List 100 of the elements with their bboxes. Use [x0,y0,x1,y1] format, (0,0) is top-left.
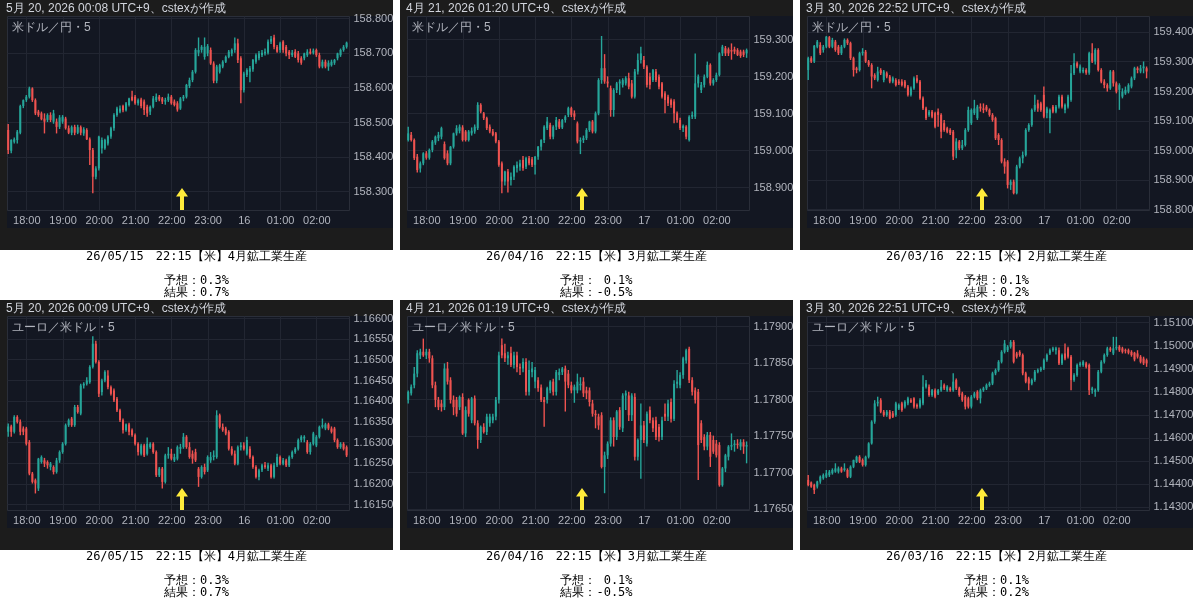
candlestick [727,46,730,57]
candlestick [449,145,452,166]
x-tick-label: 19:00 [849,513,877,526]
candlestick [49,111,52,123]
candlestick [843,462,846,473]
chart-subtitle: ユーロ／米ドル・5 [412,320,515,334]
candlestick [170,448,173,462]
candlestick [73,124,76,136]
candlestick [312,47,315,56]
candlestick [461,124,464,143]
candlestick [831,37,834,49]
y-tick-label: 159.200 [1153,84,1194,97]
chart-title: 3月 30, 2026 22:52 UTC+9、cstexが作成 [806,1,1026,15]
candlestick [321,58,324,70]
text: 26/03/16 22:15【米】2月鉱工業生産 [884,549,1109,563]
text: 26/05/15 22:15【米】4月鉱工業生産 [84,249,309,263]
candlestick [1145,357,1148,368]
candlestick [1112,336,1115,356]
candlestick [994,115,997,141]
y-tick-label: 1.17800 [753,392,794,405]
x-tick-label: 21:00 [121,513,150,526]
candlestick [191,449,194,465]
x-tick-label: 01:00 [1066,213,1095,226]
candlestick [864,49,867,64]
y-tick-label: 1.16600 [353,311,394,324]
candlestick [43,112,46,135]
x-tick-label: 20:00 [885,513,914,526]
candlestick [37,457,40,492]
candlestick [1139,354,1142,365]
x-tick-label: 19:00 [49,213,77,226]
candlestick [324,58,327,70]
candlestick [509,345,512,368]
candlestick [206,454,209,473]
candlestick [46,112,49,123]
y-tick-label: 1.17750 [753,429,794,442]
candlestick [28,85,31,100]
y-tick-label: 159.000 [753,143,794,156]
candlestick [688,114,691,143]
x-tick-label: 01:00 [666,513,695,526]
candlestick [1136,349,1139,360]
candlestick [967,396,970,410]
candlestick [339,47,342,58]
candlestick [639,402,642,480]
candlestick [425,150,428,161]
y-tick-label: 1.16250 [353,456,394,469]
candlestick [324,422,327,431]
x-tick-label: 20:00 [85,213,114,226]
candlestick [64,116,67,131]
candlestick [443,140,446,161]
candlestick [1136,65,1139,74]
candlestick [982,102,985,114]
candlestick [203,462,206,476]
x-tick-label: 17 [638,513,651,526]
x-tick-label: 02:00 [1103,513,1131,526]
x-tick-label: 01:00 [266,513,295,526]
candlestick [985,104,988,113]
candlestick [718,51,721,78]
text: 結果：0.2% [963,285,1030,299]
x-tick-label: 01:00 [666,213,695,226]
candlestick [922,374,925,406]
candlestick [970,394,973,410]
chart-title: 4月 21, 2026 01:19 UTC+9、cstexが作成 [406,301,626,315]
candlestick [591,119,594,135]
candlestick [828,35,831,49]
candlestick [1009,339,1012,350]
x-tick-label: 02:00 [703,213,731,226]
x-tick-label: 02:00 [1103,213,1131,226]
y-tick-label: 1.16550 [353,332,394,345]
candlestick [455,396,458,418]
candlestick [200,464,203,480]
y-tick-label: 159.000 [1153,143,1194,156]
y-tick-label: 158.800 [1153,202,1194,215]
chart-title: 5月 20, 2026 00:08 UTC+9、cstexが作成 [6,1,226,15]
candlestick [736,47,739,57]
candlestick [612,416,615,448]
candlestick [345,444,348,458]
y-tick-label: 1.17700 [753,465,794,478]
candlestick [336,437,339,450]
y-tick-label: 1.16400 [353,394,394,407]
candlestick [825,35,828,49]
y-tick-label: 1.14500 [1153,454,1194,467]
text: 26/04/16 22:15【米】3月鉱工業生産 [484,549,709,563]
candlestick [712,434,715,455]
candlestick [576,120,579,145]
candlestick [500,337,503,359]
candlestick [458,394,461,411]
candlestick [861,457,864,468]
candlestick [503,343,506,363]
candlestick [215,64,218,84]
candlestick [1127,82,1130,95]
candlestick [745,440,748,465]
candlestick [627,391,630,422]
candlestick [849,464,852,479]
candlestick [1012,339,1015,365]
candlestick [1133,351,1136,363]
x-tick-label: 20:00 [885,213,914,226]
candlestick [834,39,837,53]
candlestick [976,104,979,121]
candlestick [170,94,173,106]
y-tick-label: 1.14700 [1153,408,1194,420]
